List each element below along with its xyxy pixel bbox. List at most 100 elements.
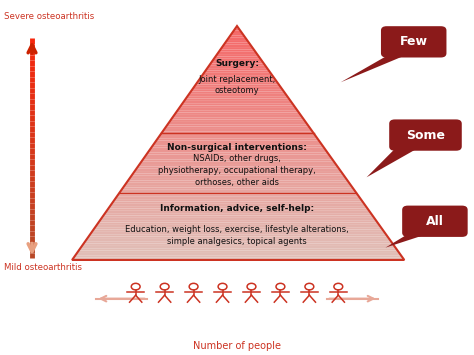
Polygon shape [191,89,284,92]
Polygon shape [131,173,344,176]
Polygon shape [125,183,351,185]
Polygon shape [179,105,296,108]
Text: Few: Few [400,36,428,48]
Polygon shape [214,56,260,59]
Text: Mild osteoarthritis: Mild osteoarthritis [4,263,82,273]
Polygon shape [74,255,402,258]
Polygon shape [72,258,404,260]
Polygon shape [121,187,354,190]
Polygon shape [163,129,312,131]
Polygon shape [95,225,381,227]
Polygon shape [210,61,264,64]
Polygon shape [206,68,269,70]
Polygon shape [226,40,249,42]
Polygon shape [140,162,336,164]
Polygon shape [141,159,334,162]
Polygon shape [192,87,282,89]
Polygon shape [385,233,431,248]
Polygon shape [207,66,267,68]
Polygon shape [103,213,373,215]
FancyBboxPatch shape [402,206,468,237]
Polygon shape [236,26,239,28]
Polygon shape [201,75,274,77]
Polygon shape [110,204,366,206]
Polygon shape [148,150,328,152]
Polygon shape [219,49,255,52]
Polygon shape [97,223,379,225]
Polygon shape [155,141,320,143]
Polygon shape [199,77,275,80]
Text: Education, weight loss, exercise, lifestyle alterations,
simple analgesics, topi: Education, weight loss, exercise, lifest… [125,225,349,246]
Polygon shape [161,131,314,133]
Polygon shape [164,127,310,129]
Polygon shape [151,145,324,148]
Polygon shape [222,45,252,47]
Polygon shape [176,110,299,113]
Text: Surgery:: Surgery: [215,59,259,68]
Polygon shape [220,47,254,49]
Text: Non-surgical interventions:: Non-surgical interventions: [167,143,307,152]
Polygon shape [80,246,396,248]
Polygon shape [197,80,277,82]
Polygon shape [90,232,386,234]
Polygon shape [127,180,349,183]
Polygon shape [79,248,398,251]
Polygon shape [178,108,297,110]
Polygon shape [153,143,322,145]
Polygon shape [234,28,240,31]
Text: Some: Some [406,129,445,142]
Polygon shape [204,70,271,73]
Polygon shape [118,192,357,195]
Polygon shape [99,220,377,223]
Polygon shape [224,42,250,45]
Polygon shape [107,208,369,211]
Polygon shape [128,178,347,180]
Polygon shape [130,176,346,178]
Polygon shape [181,103,294,105]
Polygon shape [194,84,281,87]
FancyBboxPatch shape [381,26,447,58]
Polygon shape [184,99,291,101]
Polygon shape [146,152,329,155]
Text: All: All [426,215,444,228]
Polygon shape [217,52,257,54]
Polygon shape [174,113,301,115]
FancyBboxPatch shape [389,119,462,151]
Polygon shape [166,124,309,127]
Polygon shape [173,115,302,117]
Polygon shape [232,31,242,33]
Polygon shape [196,82,279,84]
Text: Information, advice, self-help:: Information, advice, self-help: [160,204,314,213]
Polygon shape [83,241,392,244]
Polygon shape [143,157,332,159]
Polygon shape [93,227,383,230]
Polygon shape [109,206,367,208]
Polygon shape [158,136,317,138]
Polygon shape [150,148,326,150]
Polygon shape [115,197,361,199]
Polygon shape [229,36,246,38]
Text: Severe osteoarthritis: Severe osteoarthritis [4,12,94,21]
Polygon shape [216,54,259,56]
Polygon shape [169,120,306,122]
Polygon shape [105,211,371,213]
Polygon shape [123,185,353,187]
Polygon shape [138,164,337,166]
Polygon shape [230,33,244,36]
Polygon shape [168,122,307,124]
Polygon shape [227,38,247,40]
Polygon shape [92,230,384,232]
Polygon shape [186,96,289,99]
Polygon shape [112,202,364,204]
Polygon shape [120,190,356,192]
Polygon shape [145,155,331,157]
Polygon shape [89,234,388,236]
Polygon shape [212,59,262,61]
Polygon shape [135,169,341,171]
Polygon shape [171,117,304,120]
Polygon shape [182,101,292,103]
Polygon shape [113,199,363,202]
Polygon shape [202,73,272,75]
Polygon shape [102,215,374,218]
Polygon shape [133,171,342,173]
